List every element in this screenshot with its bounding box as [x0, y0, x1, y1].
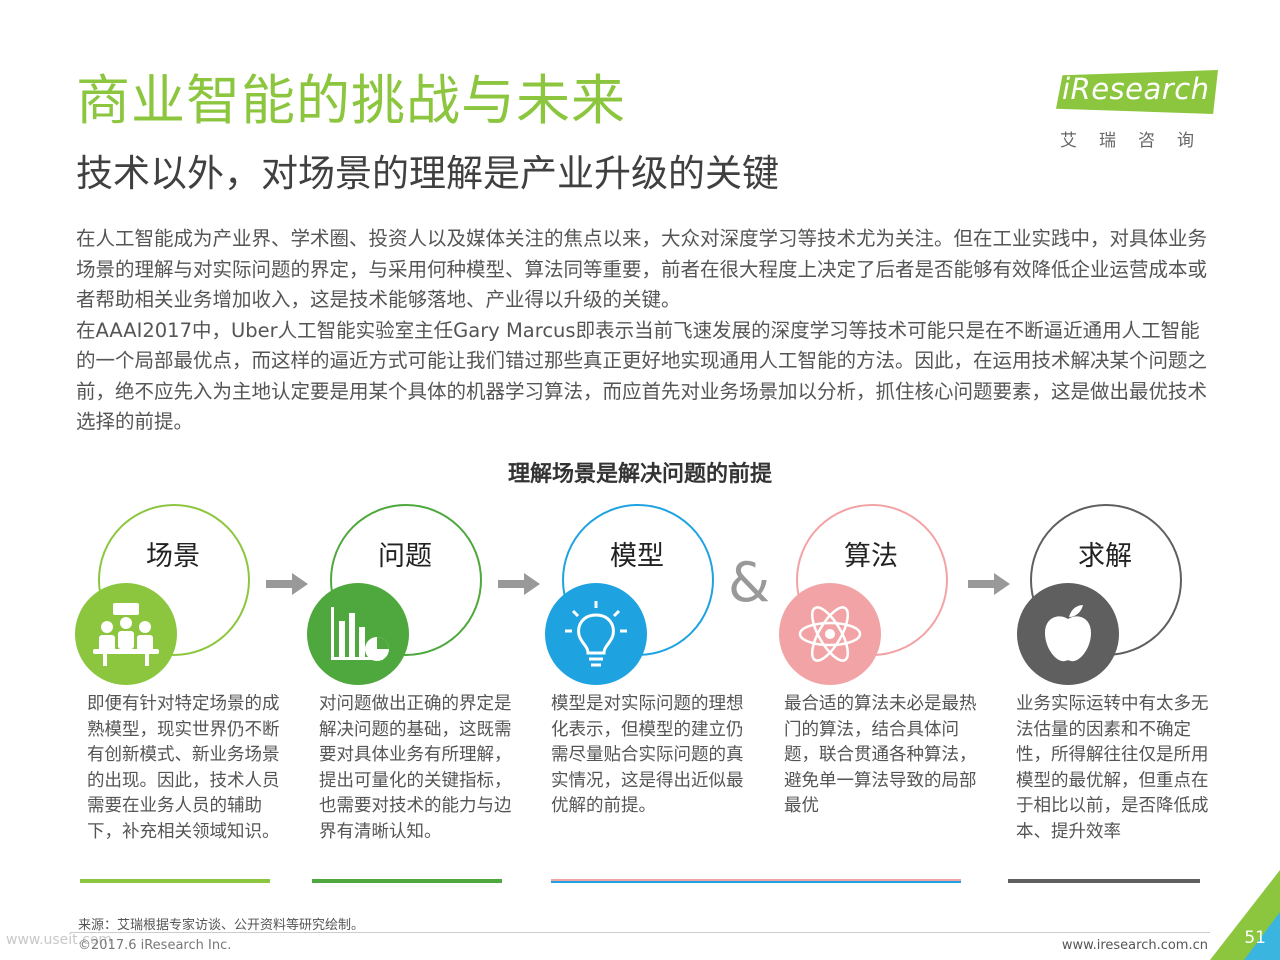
page-title: 商业智能的挑战与未来	[76, 69, 626, 132]
stage-bar-model-algorithm	[551, 879, 961, 883]
arrow-right-icon	[266, 573, 308, 595]
paragraph-1: 在人工智能成为产业界、学术圈、投资人以及媒体关注的焦点以来，大众对深度学习等技术…	[76, 227, 1208, 311]
stage-desc-algorithm: 最合适的算法未必是最热门的算法，结合具体问题，联合贯通各种算法，避免单一算法导致…	[784, 694, 977, 816]
ampersand-symbol: &	[728, 551, 771, 614]
stage-desc-solution: 业务实际运转中有太多无法估量的因素和不确定性，所得解往往仅是所用模型的最优解，但…	[1016, 694, 1209, 842]
page-number: 51	[1244, 928, 1266, 948]
stage-label-solution: 求解	[1078, 541, 1132, 572]
logo-slab	[1056, 70, 1218, 114]
iresearch-logo: iResearch 艾瑞咨询	[1056, 68, 1221, 151]
stage-bar-solution	[1008, 879, 1200, 883]
footer-divider	[70, 932, 1210, 933]
stage-label-problem: 问题	[378, 541, 432, 572]
stage-ring-scene	[98, 504, 250, 656]
logo-cn-name: 艾瑞咨询	[1060, 131, 1216, 151]
apple-icon	[1017, 583, 1119, 685]
arrow-right-icon	[968, 573, 1010, 595]
light-bulb-icon	[545, 583, 647, 685]
meeting-people-icon	[75, 583, 177, 685]
atom-icon	[779, 583, 881, 685]
stage-bar-problem	[312, 879, 502, 883]
source-note: 来源：艾瑞根据专家访谈、公开资料等研究绘制。	[78, 918, 365, 933]
bar-chart-icon	[307, 583, 409, 685]
logo-wordmark: iResearch	[1062, 72, 1210, 106]
watermark: www.useit.com	[6, 932, 113, 948]
stage-label-scene: 场景	[146, 541, 200, 572]
paragraph-2: 在AAAI2017中，Uber人工智能实验室主任Gary Marcus即表示当前…	[76, 318, 1208, 434]
stage-desc-model: 模型是对实际问题的理想化表示，但模型的建立仍需尽量贴合实际问题的真实情况，这是得…	[551, 694, 744, 816]
arrow-right-icon	[498, 573, 540, 595]
page-subtitle: 技术以外，对场景的理解是产业升级的关键	[76, 152, 779, 195]
body-text: 在人工智能成为产业界、学术圈、投资人以及媒体关注的焦点以来，大众对深度学习等技术…	[76, 224, 1216, 438]
stage-bar-scene	[80, 879, 270, 883]
stage-label-model: 模型	[610, 541, 664, 572]
section-title: 理解场景是解决问题的前提	[507, 462, 772, 487]
footer-url: www.iresearch.com.cn	[1061, 938, 1208, 953]
stage-desc-problem: 对问题做出正确的界定是解决问题的基础，这既需要对具体业务有所理解，提出可量化的关…	[319, 694, 512, 842]
stage-ring-problem	[330, 504, 482, 656]
stage-label-algorithm: 算法	[844, 541, 898, 572]
stage-desc-scene: 即便有针对特定场景的成熟模型，现实世界仍不断有创新模式、新业务场景的出现。因此，…	[87, 694, 280, 842]
copyright: ©2017.6 iResearch Inc.	[78, 938, 232, 953]
